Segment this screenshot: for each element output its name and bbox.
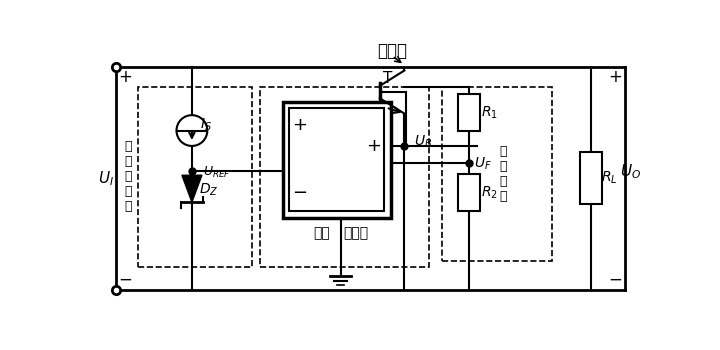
Text: 基
准
电
压
源: 基 准 电 压 源: [125, 140, 132, 213]
Text: +: +: [119, 68, 132, 86]
Polygon shape: [182, 175, 202, 202]
Text: $U_F$: $U_F$: [474, 155, 492, 172]
Text: $U_B$: $U_B$: [414, 134, 432, 150]
Text: $R_L$: $R_L$: [601, 170, 618, 187]
Text: −: −: [608, 270, 622, 288]
Bar: [260, 87, 429, 267]
Text: 放大器: 放大器: [343, 226, 369, 240]
Bar: [138, 87, 252, 267]
Text: $R_1$: $R_1$: [481, 105, 498, 121]
Text: $I_S$: $I_S$: [199, 116, 212, 133]
Text: −: −: [119, 270, 132, 288]
Text: 调整管: 调整管: [377, 42, 407, 60]
Bar: [459, 94, 480, 131]
Text: 比较: 比较: [313, 226, 330, 240]
Bar: [442, 87, 552, 261]
Text: 取
样
网
络: 取 样 网 络: [500, 145, 507, 203]
Text: +: +: [366, 137, 381, 155]
Text: +: +: [292, 116, 307, 134]
Text: +: +: [608, 68, 622, 86]
Bar: [283, 102, 390, 218]
Text: $R_2$: $R_2$: [481, 185, 498, 201]
Text: −: −: [292, 184, 307, 202]
Bar: [459, 174, 480, 211]
Text: T: T: [383, 71, 392, 86]
Text: $U_I$: $U_I$: [98, 169, 114, 188]
Text: $U_{REF}$: $U_{REF}$: [203, 165, 230, 181]
Bar: [580, 152, 601, 204]
Bar: [289, 108, 384, 211]
Text: $D_Z$: $D_Z$: [199, 182, 219, 198]
Text: $U_O$: $U_O$: [620, 163, 642, 182]
